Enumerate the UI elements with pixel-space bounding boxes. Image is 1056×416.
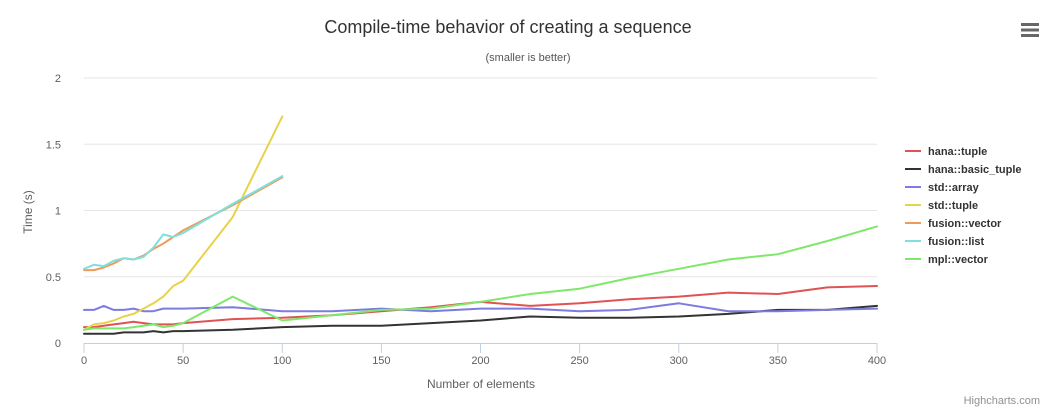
- x-tick-label: 0: [81, 355, 87, 367]
- x-tick-label: 150: [372, 355, 390, 367]
- y-tick-label: 1: [55, 206, 61, 218]
- x-tick-label: 50: [177, 355, 189, 367]
- x-tick-label: 200: [471, 355, 489, 367]
- legend-label: std::array: [928, 182, 980, 194]
- legend-item[interactable]: hana::tuple: [905, 146, 987, 158]
- y-tick-label: 0: [55, 338, 61, 350]
- legend-item[interactable]: std::array: [905, 182, 980, 194]
- y-axis: 0 0.5 1 1.5 2: [46, 73, 61, 350]
- y-tick-label: 0.5: [46, 272, 61, 284]
- x-tick-label: 300: [670, 355, 688, 367]
- y-axis-title: Time (s): [21, 190, 35, 234]
- x-tick-label: 100: [273, 355, 291, 367]
- legend: hana::tuplehana::basic_tuplestd::arrayst…: [905, 146, 1022, 266]
- gridlines: [84, 77, 877, 278]
- series-line-fusion-list[interactable]: [83, 175, 284, 270]
- legend-label: hana::basic_tuple: [928, 164, 1022, 176]
- y-tick-label: 1.5: [46, 139, 61, 151]
- series-line-std-array[interactable]: [83, 302, 878, 313]
- legend-item[interactable]: hana::basic_tuple: [905, 164, 1022, 176]
- series-line-hana-tuple[interactable]: [83, 285, 878, 329]
- series-line-fusion-vector[interactable]: [83, 176, 284, 272]
- legend-item[interactable]: fusion::vector: [905, 218, 1002, 230]
- series-line-std-tuple[interactable]: [83, 115, 284, 331]
- legend-label: fusion::vector: [928, 218, 1002, 230]
- credits-link[interactable]: Highcharts.com: [964, 395, 1040, 407]
- series-line-mpl-vector[interactable]: [83, 225, 878, 331]
- legend-item[interactable]: fusion::list: [905, 236, 985, 248]
- legend-label: hana::tuple: [928, 146, 987, 158]
- y-tick-label: 2: [55, 73, 61, 85]
- series-lines: [83, 115, 878, 335]
- x-axis: 0 50 100 150 200 250 300 350 400: [81, 343, 886, 367]
- hamburger-menu-icon[interactable]: [1018, 19, 1042, 41]
- legend-label: mpl::vector: [928, 254, 989, 266]
- legend-label: fusion::list: [928, 236, 985, 248]
- x-axis-title: Number of elements: [427, 377, 535, 391]
- legend-item[interactable]: mpl::vector: [905, 254, 989, 266]
- x-tick-label: 350: [769, 355, 787, 367]
- chart-title: Compile-time behavior of creating a sequ…: [324, 17, 691, 37]
- legend-item[interactable]: std::tuple: [905, 200, 978, 212]
- series-line-hana-basic-tuple[interactable]: [83, 304, 878, 335]
- legend-label: std::tuple: [928, 200, 978, 212]
- x-tick-label: 400: [868, 355, 886, 367]
- chart-subtitle: (smaller is better): [486, 52, 571, 64]
- x-tick-label: 250: [570, 355, 588, 367]
